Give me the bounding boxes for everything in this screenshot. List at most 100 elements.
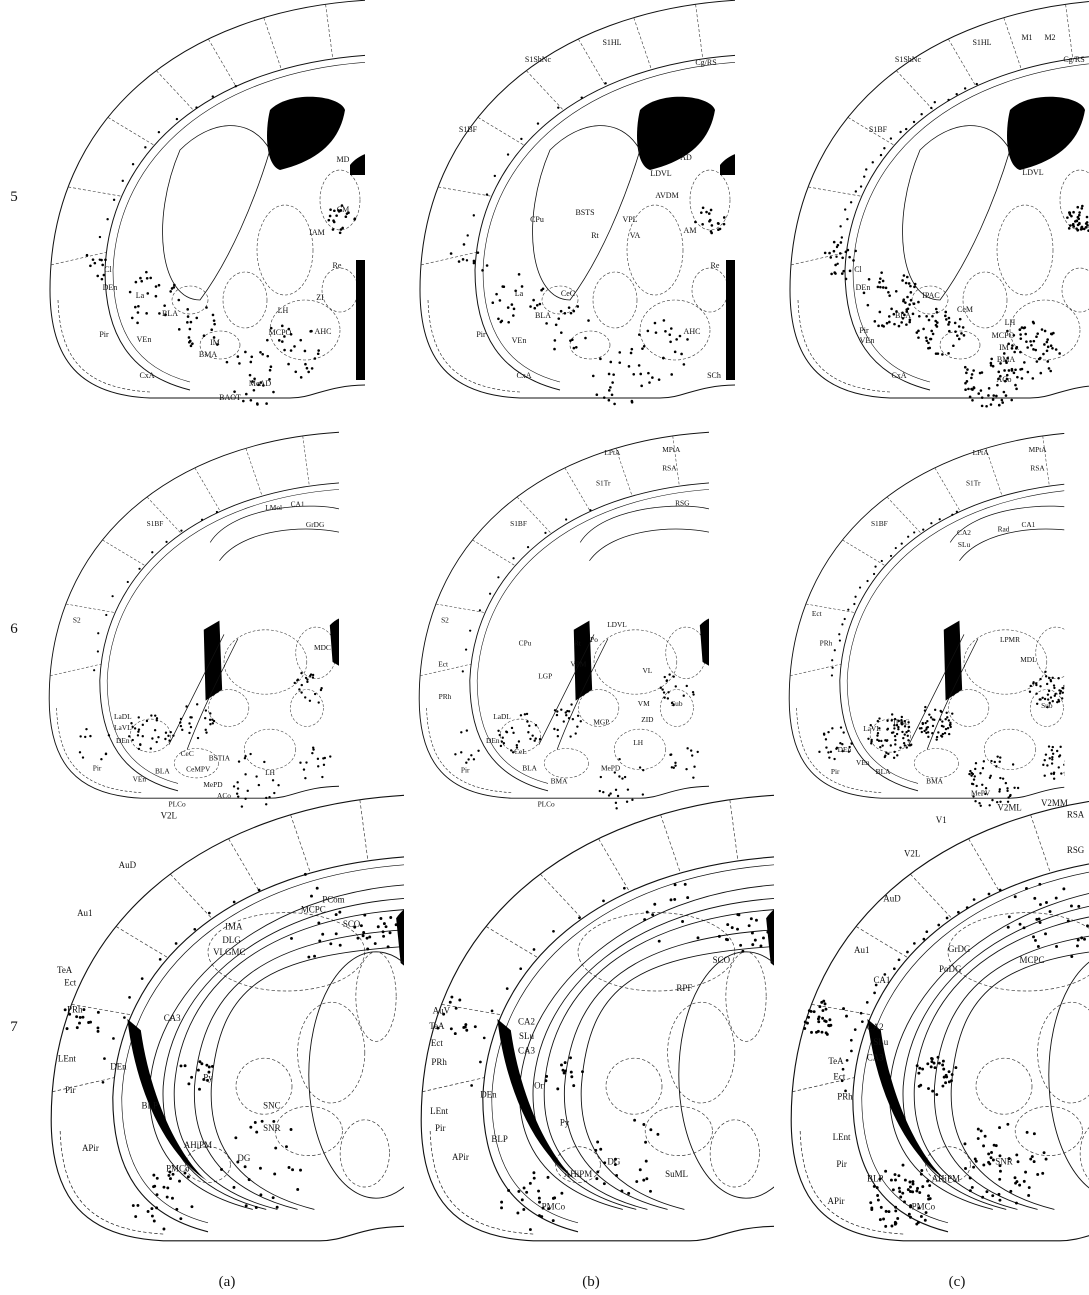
cell-dot xyxy=(885,1210,888,1213)
cell-dot xyxy=(96,1026,99,1029)
cell-dot xyxy=(301,684,303,686)
region-label: AHC xyxy=(315,327,332,336)
region-label: IAM xyxy=(309,228,325,237)
cell-dot xyxy=(894,1206,897,1209)
cell-dot xyxy=(987,394,990,397)
cell-dot xyxy=(922,528,924,530)
third-ventricle xyxy=(356,260,368,380)
cell-dot xyxy=(570,1075,573,1078)
region-label: ZI xyxy=(316,293,324,302)
cell-dot xyxy=(1044,671,1046,673)
nucleus-outline xyxy=(940,331,980,359)
cell-dot xyxy=(741,950,744,953)
cell-dot xyxy=(187,1082,190,1085)
cell-dot xyxy=(213,319,216,322)
cell-dot xyxy=(317,349,320,352)
cell-dot xyxy=(265,402,268,405)
cell-dot xyxy=(539,303,542,306)
cell-dot xyxy=(1053,778,1055,780)
cell-dot xyxy=(103,1057,106,1060)
nucleus-outline xyxy=(298,1002,365,1103)
cell-dot xyxy=(668,673,670,675)
outer-outline xyxy=(419,432,713,798)
cell-dot xyxy=(562,1069,565,1072)
area-boundary xyxy=(1004,18,1022,70)
cell-dot xyxy=(572,310,575,313)
cell-dot xyxy=(158,312,161,315)
cell-dot xyxy=(988,804,990,806)
cell-dot xyxy=(137,731,139,733)
cell-dot xyxy=(233,785,235,787)
cell-dot xyxy=(196,703,198,705)
cell-dot xyxy=(314,357,317,360)
cell-dot xyxy=(934,101,936,103)
cell-dot xyxy=(651,376,654,379)
cell-dot xyxy=(931,732,933,734)
cell-dot xyxy=(968,773,970,775)
cell-dot xyxy=(697,936,700,939)
cell-dot xyxy=(945,728,947,730)
cell-dot xyxy=(1018,1184,1021,1187)
cell-dot xyxy=(879,277,882,280)
cell-dot xyxy=(988,893,991,896)
cell-dot xyxy=(300,691,302,693)
region-label: Pir xyxy=(93,764,102,773)
cell-dot xyxy=(1057,699,1059,701)
cell-dot xyxy=(273,792,275,794)
cell-dot xyxy=(643,918,646,921)
region-label: Ect xyxy=(833,1071,845,1081)
cell-dot xyxy=(569,339,572,342)
region-label: AHC xyxy=(684,327,701,336)
cell-dot xyxy=(132,1204,135,1207)
cell-dot xyxy=(904,301,907,304)
region-label: V2ML xyxy=(997,803,1021,813)
striatum-outline xyxy=(163,126,270,300)
cell-dot xyxy=(918,315,921,318)
cell-dot xyxy=(977,1137,980,1140)
cell-dot xyxy=(675,338,678,341)
cell-dot xyxy=(963,334,966,337)
cell-dot xyxy=(937,924,940,927)
cell-dot xyxy=(1029,1158,1032,1161)
cell-dot xyxy=(99,258,101,260)
cell-dot xyxy=(259,1193,262,1196)
nucleus-outline xyxy=(1036,627,1076,679)
row-label: 7 xyxy=(10,1019,18,1035)
cell-dot xyxy=(497,576,499,578)
section-clip xyxy=(790,0,1089,408)
cell-dot xyxy=(171,1197,174,1200)
piriform-layer xyxy=(430,1131,533,1234)
cell-dot xyxy=(888,315,891,318)
cell-dot xyxy=(309,330,312,333)
cell-dot xyxy=(890,137,892,139)
cell-dot xyxy=(1069,224,1072,227)
cell-dot xyxy=(200,1062,203,1065)
region-label: AHiPM xyxy=(564,1169,592,1179)
region-label: PRh xyxy=(837,1092,853,1102)
cell-dot xyxy=(831,727,833,729)
cell-dot xyxy=(1021,377,1024,380)
cell-dot xyxy=(576,725,578,727)
cell-dot xyxy=(895,547,897,549)
cell-dot xyxy=(925,315,928,318)
cell-dot xyxy=(998,1193,1001,1196)
region-label: PMCo xyxy=(542,1201,566,1211)
cell-dot xyxy=(313,955,316,958)
cell-dot xyxy=(931,315,934,318)
cell-dot xyxy=(962,326,965,329)
cell-dot xyxy=(97,1011,100,1014)
cell-dot xyxy=(592,375,595,378)
cell-dot xyxy=(385,925,388,928)
cell-dot xyxy=(918,1191,921,1194)
cell-dot xyxy=(999,756,1001,758)
cell-dot xyxy=(1005,394,1008,397)
area-boundary xyxy=(540,874,582,919)
cell-dot xyxy=(661,688,663,690)
cell-dot xyxy=(615,807,617,809)
cell-dot xyxy=(1033,340,1036,343)
cell-dot xyxy=(501,740,503,742)
cell-dot xyxy=(602,791,604,793)
cell-dot xyxy=(595,1177,598,1180)
cell-dot xyxy=(188,732,190,734)
cell-dot xyxy=(1070,766,1072,768)
